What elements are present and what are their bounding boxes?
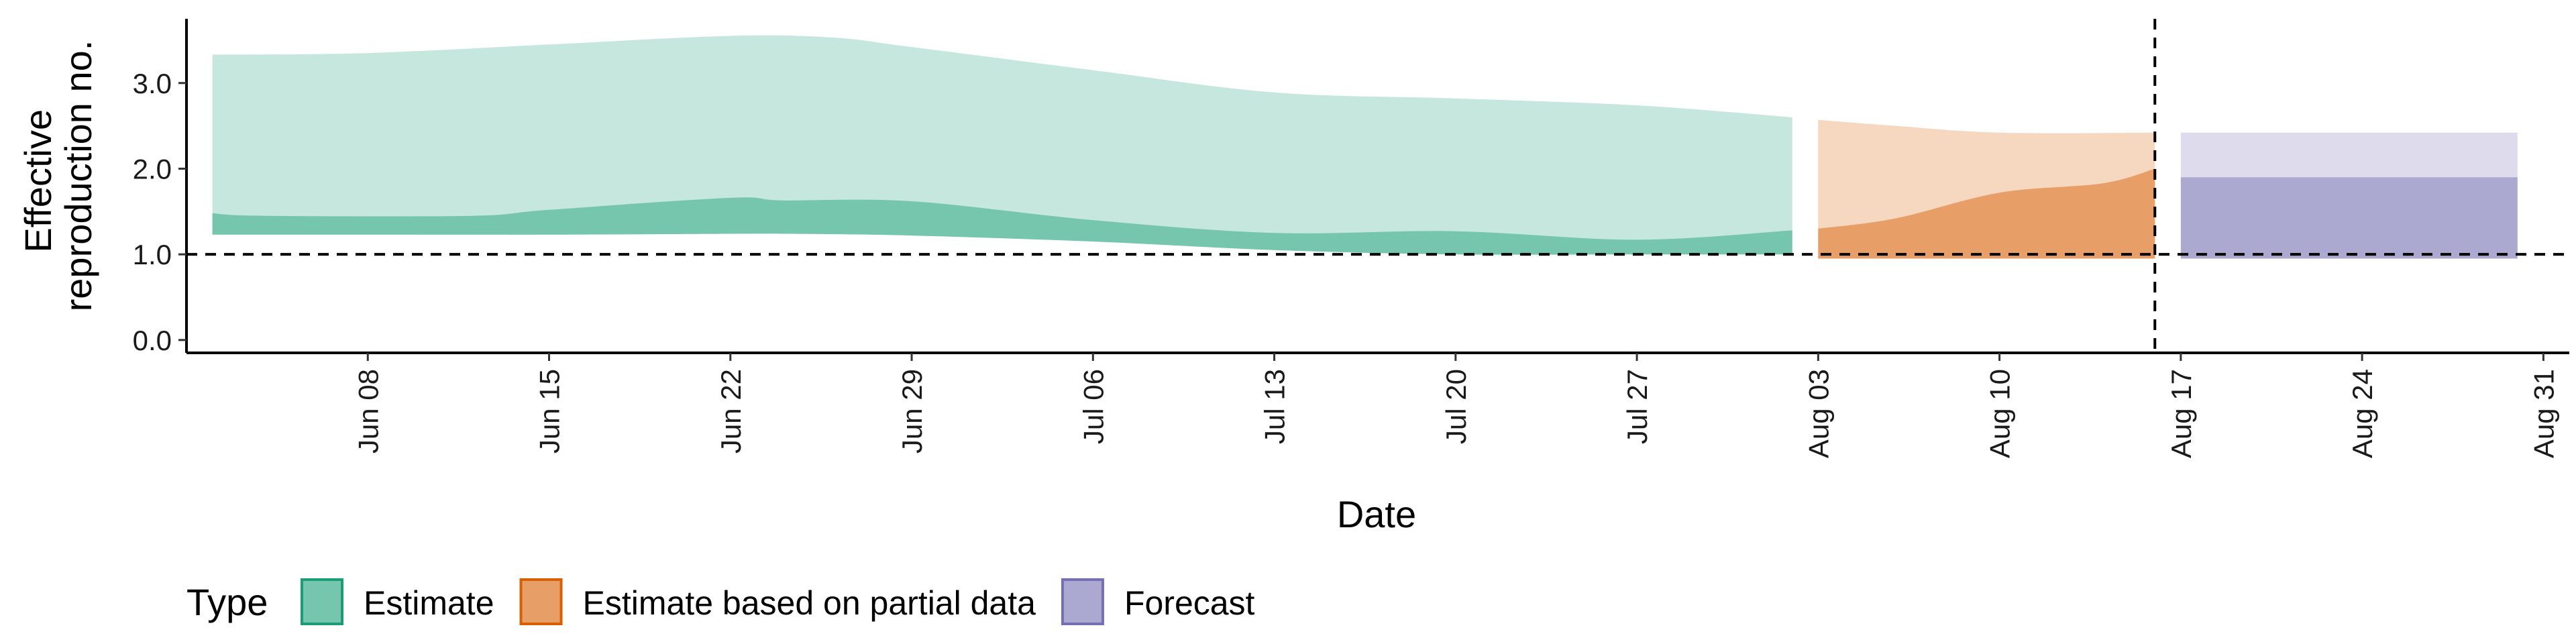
x-tick-label: Jun 15 bbox=[534, 369, 566, 453]
reference-lines bbox=[186, 19, 2569, 353]
axes bbox=[185, 19, 2569, 354]
x-tick-label: Jul 13 bbox=[1259, 369, 1291, 444]
legend: Type Estimate Estimate based on partial d… bbox=[186, 578, 1255, 625]
x-axis-title: Date bbox=[1337, 493, 1416, 535]
band-inner-forecast bbox=[2180, 177, 2518, 259]
x-tick-label: Jul 27 bbox=[1621, 369, 1653, 444]
legend-key-estimate bbox=[301, 578, 343, 625]
x-tick-label: Aug 31 bbox=[2528, 369, 2559, 458]
y-tick-label: 1.0 bbox=[133, 239, 172, 270]
legend-label-estimate: Estimate bbox=[364, 584, 494, 622]
legend-label-estimate-based-on-partial-data: Estimate based on partial data bbox=[583, 584, 1036, 622]
legend-key-estimate-based-on-partial-data bbox=[519, 578, 563, 625]
y-axis-title: Effective reproduction no. bbox=[17, 40, 99, 312]
legend-label-forecast: Forecast bbox=[1124, 584, 1255, 622]
x-tick-label: Jul 06 bbox=[1077, 369, 1109, 444]
band-inner-estimate bbox=[212, 197, 1792, 255]
x-tick-label: Jun 22 bbox=[715, 369, 747, 453]
x-tick-label: Aug 10 bbox=[1984, 369, 2016, 458]
y-tick-label: 2.0 bbox=[133, 153, 172, 184]
ticks: 0.0 1.0 2.0 3.0 Jun 08 Jun 15 Jun 22 Jun 29 Jul … bbox=[133, 68, 2560, 458]
x-tick-label: Aug 03 bbox=[1803, 369, 1834, 458]
legend-title: Type bbox=[186, 581, 268, 623]
x-tick-label: Jun 29 bbox=[896, 369, 928, 453]
band-inner-estimate-based-on-partial-data bbox=[1818, 168, 2155, 259]
y-axis-title-line-1: Effective bbox=[17, 109, 59, 253]
y-tick-label: 3.0 bbox=[133, 68, 172, 99]
x-tick-label: Jun 08 bbox=[352, 369, 384, 453]
band-outer-estimate bbox=[212, 35, 1792, 255]
x-tick-label: Aug 24 bbox=[2347, 369, 2378, 458]
legend-key-forecast bbox=[1061, 578, 1104, 625]
series-bands bbox=[212, 35, 2518, 259]
x-tick-label: Aug 17 bbox=[2165, 369, 2197, 458]
y-tick-label: 0.0 bbox=[133, 325, 172, 356]
y-axis-title-line-2: reproduction no. bbox=[57, 40, 99, 312]
x-tick-label: Jul 20 bbox=[1440, 369, 1472, 444]
